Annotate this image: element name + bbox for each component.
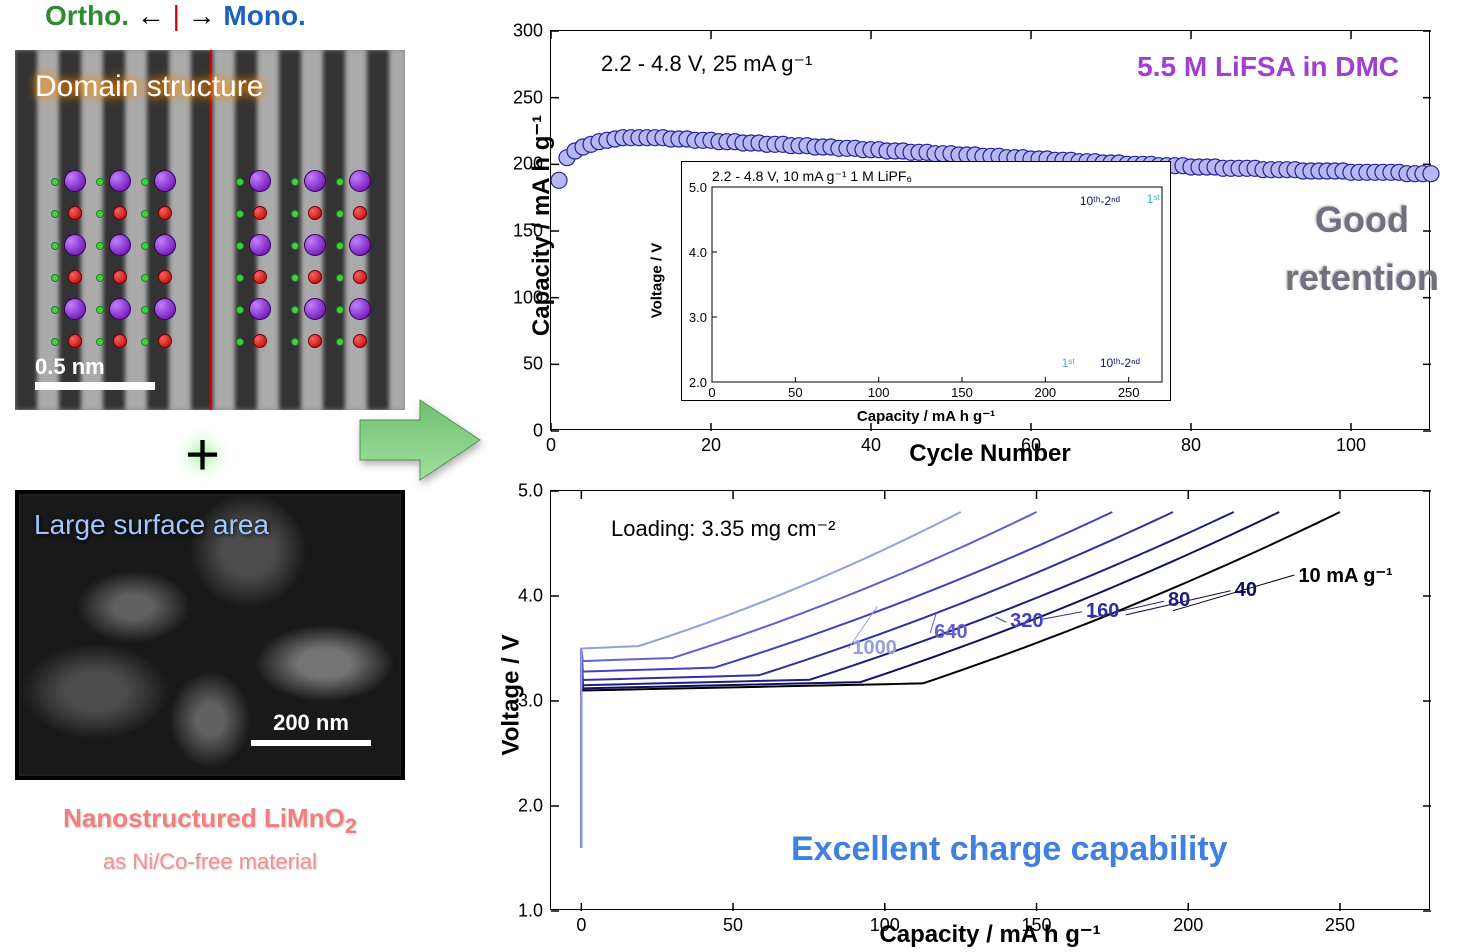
cycle-chart: Capacity / mA h g⁻¹ 2.2 - 4.8 V, 25 mA g… [550, 30, 1430, 430]
svg-text:200: 200 [1034, 385, 1056, 400]
inset-ylabel: Voltage / V [648, 243, 665, 319]
rate-label-640: 640 [934, 621, 967, 644]
cycle-xlabel: Cycle Number [550, 440, 1430, 468]
loading-label: Loading: 3.35 mg cm⁻² [611, 516, 835, 542]
svg-text:2.0: 2.0 [689, 375, 707, 390]
rate-chart: Voltage / V Loading: 3.35 mg cm⁻² Excell… [550, 490, 1430, 910]
inset-xlabel: Capacity / mA h g⁻¹ [682, 407, 1170, 425]
svg-text:0: 0 [708, 385, 715, 400]
svg-text:150: 150 [951, 385, 973, 400]
inset-1st-bot: 1ˢᵗ [1062, 356, 1075, 370]
cycle-cond: 2.2 - 4.8 V, 25 mA g⁻¹ [601, 51, 812, 77]
arrow-right: → [188, 0, 216, 31]
rate-label-1000: 1000 [852, 637, 897, 660]
tem-overlay: Domain structure 0.5 nm [15, 50, 405, 410]
nano-sub: 2 [345, 813, 357, 838]
inset-1st-top: 1ˢᵗ [1147, 192, 1160, 206]
surface-area-label: Large surface area [34, 509, 269, 541]
good-text: Good [1315, 199, 1409, 240]
sem-scale-text: 200 nm [273, 710, 349, 735]
svg-text:100: 100 [868, 385, 890, 400]
sem-scale-line [251, 740, 371, 746]
inset-10-2-bot: 10ᵗʰ-2ⁿᵈ [1100, 356, 1140, 370]
sem-image: Large surface area 200 nm [15, 490, 405, 780]
inset-cond: 2.2 - 4.8 V, 10 mA g⁻¹ 1 M LiPF₆ [712, 168, 912, 185]
retention-text: retention [1285, 257, 1439, 298]
svg-text:4.0: 4.0 [689, 245, 707, 260]
rate-label-80: 80 [1168, 589, 1190, 612]
inset-chart: Voltage / V 2.03.04.05.0050100150200250 … [681, 161, 1171, 401]
electrolyte-label: 5.5 M LiFSA in DMC [1137, 51, 1399, 83]
nano-line2: as Ni/Co-free material [103, 849, 317, 874]
mono-label: Mono. [223, 0, 305, 31]
tem-scale-line [35, 382, 155, 390]
atom-overlay [45, 170, 385, 370]
svg-text:5.0: 5.0 [689, 180, 707, 195]
nano-caption: Nanostructured LiMnO2 as Ni/Co-free mate… [15, 800, 405, 878]
arrow-left: ← [137, 0, 165, 31]
svg-text:3.0: 3.0 [689, 310, 707, 325]
phase-labels: Ortho. ← | → Mono. [45, 0, 306, 32]
tem-image: Domain structure 0.5 nm [15, 50, 405, 410]
rate-xlabel: Capacity / mA h g⁻¹ [550, 920, 1430, 949]
arrow-icon [360, 400, 480, 480]
plus-symbol: + [185, 420, 220, 489]
phase-bar: | [173, 0, 180, 31]
svg-text:50: 50 [788, 385, 802, 400]
domain-structure-label: Domain structure [35, 70, 263, 104]
rate-label-160: 160 [1086, 600, 1119, 623]
ortho-label: Ortho. [45, 0, 129, 31]
nano-line1: Nanostructured LiMnO [63, 803, 345, 833]
excellent-label: Excellent charge capability [791, 830, 1228, 869]
svg-text:250: 250 [1118, 385, 1140, 400]
good-retention-label: Good retention [1285, 191, 1439, 306]
sem-scalebar: 200 nm [251, 710, 371, 746]
rate-label-40: 40 [1235, 579, 1257, 602]
rate-label-320: 320 [1010, 610, 1043, 633]
rate-label-10: 10 mA g⁻¹ [1298, 563, 1392, 588]
inset-10-2-top: 10ᵗʰ-2ⁿᵈ [1080, 194, 1120, 208]
